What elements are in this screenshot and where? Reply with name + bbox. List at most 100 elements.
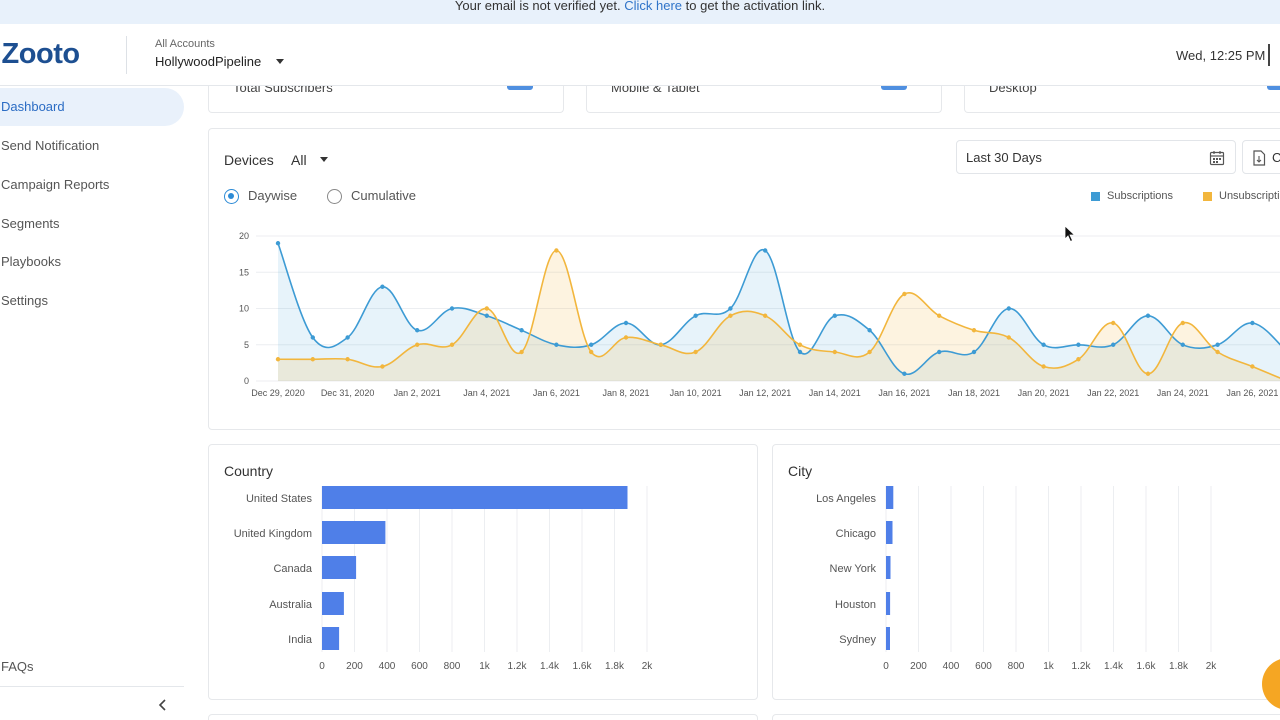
radio-daywise-label[interactable]: Daywise — [248, 188, 298, 203]
stat-card-icon — [881, 86, 907, 90]
devices-label: Devices — [224, 152, 274, 168]
data-point-subscriptions — [971, 349, 977, 355]
legend-unsubscriptions[interactable]: Unsubscriptions — [1219, 190, 1280, 202]
export-button[interactable]: C — [1242, 140, 1280, 174]
stat-card-icon — [507, 86, 533, 90]
data-point-unsubscriptions — [275, 357, 281, 362]
legend-subscriptions[interactable]: Subscriptions — [1107, 190, 1174, 202]
country-category-label: United States — [246, 493, 313, 505]
data-point-subscriptions — [763, 248, 768, 253]
chevron-left-icon[interactable] — [158, 698, 168, 714]
chat-widget-icon[interactable] — [1262, 658, 1280, 710]
data-point-unsubscriptions — [1076, 357, 1081, 362]
activation-link[interactable]: Click here — [624, 0, 683, 13]
line-chart-x-tick: Jan 6, 2021 — [533, 388, 580, 398]
data-point-subscriptions — [1180, 342, 1186, 347]
caret-down-icon[interactable] — [276, 59, 284, 64]
line-chart-x-tick: Jan 20, 2021 — [1018, 388, 1070, 398]
city-x-tick: 1.6k — [1137, 661, 1157, 672]
data-point-unsubscriptions — [1041, 364, 1046, 369]
data-point-unsubscriptions — [380, 364, 385, 369]
sidebar-item-campaign-reports[interactable]: Campaign Reports — [1, 177, 110, 192]
country-bar — [322, 521, 386, 544]
izooto-logo[interactable]: iZooto — [0, 38, 80, 70]
data-point-unsubscriptions — [310, 357, 315, 362]
line-chart-x-tick: Jan 22, 2021 — [1087, 388, 1139, 398]
data-point-unsubscriptions — [971, 328, 977, 333]
country-x-tick: 400 — [379, 661, 396, 672]
data-point-subscriptions — [415, 328, 420, 333]
country-category-label: India — [288, 634, 313, 646]
line-chart-y-tick: 5 — [244, 340, 249, 350]
data-point-unsubscriptions — [937, 313, 942, 318]
data-point-unsubscriptions — [763, 313, 768, 318]
data-point-subscriptions — [519, 328, 524, 333]
sidebar-item-send-notification[interactable]: Send Notification — [1, 138, 100, 153]
data-point-subscriptions — [310, 335, 315, 340]
data-point-subscriptions — [345, 335, 350, 340]
city-category-label: Houston — [835, 599, 876, 611]
line-chart-x-tick: Jan 14, 2021 — [809, 388, 861, 398]
city-category-label: Sydney — [839, 634, 876, 646]
lower-panel-right — [772, 714, 1280, 720]
radio-cumulative[interactable] — [327, 189, 342, 204]
date-range-value: Last 30 Days — [966, 150, 1042, 165]
city-x-tick: 600 — [975, 661, 992, 672]
city-x-tick: 800 — [1008, 661, 1025, 672]
line-chart-x-tick: Jan 26, 2021 — [1226, 388, 1278, 398]
caret-down-icon[interactable] — [320, 157, 328, 162]
sidebar-item-dashboard[interactable]: Dashboard — [0, 88, 184, 126]
radio-daywise[interactable] — [224, 189, 239, 204]
data-point-unsubscriptions — [519, 349, 524, 355]
stat-card-desktop[interactable]: Desktop — [964, 86, 1280, 113]
date-range-picker[interactable]: Last 30 Days — [956, 140, 1236, 174]
country-chart-title: Country — [224, 463, 274, 479]
city-x-tick: 400 — [943, 661, 960, 672]
account-selector[interactable]: HollywoodPipeline — [155, 54, 262, 69]
data-point-subscriptions — [1145, 313, 1151, 318]
country-category-label: Australia — [269, 599, 313, 611]
sidebar-item-playbooks[interactable]: Playbooks — [1, 254, 61, 269]
city-bar — [886, 521, 893, 544]
stat-card-mobile-tablet[interactable]: Mobile & Tablet — [586, 86, 942, 113]
city-x-tick: 1k — [1043, 661, 1055, 672]
line-chart-y-tick: 10 — [239, 304, 249, 314]
data-point-unsubscriptions — [902, 291, 907, 297]
calendar-icon[interactable] — [1209, 150, 1225, 171]
country-x-tick: 1.2k — [508, 661, 528, 672]
data-point-unsubscriptions — [1111, 320, 1116, 326]
document-icon — [1252, 150, 1266, 171]
data-point-subscriptions — [554, 342, 559, 347]
data-point-subscriptions — [1006, 306, 1011, 311]
verification-banner: Your email is not verified yet. Click he… — [0, 0, 1280, 24]
radio-cumulative-label[interactable]: Cumulative — [351, 188, 417, 203]
sidebar-item-settings[interactable]: Settings — [1, 293, 48, 308]
data-point-unsubscriptions — [728, 313, 733, 318]
devices-dropdown[interactable]: All — [291, 152, 307, 168]
header-edge-marker — [1268, 44, 1270, 66]
country-x-tick: 1k — [479, 661, 491, 672]
line-chart-x-tick: Jan 8, 2021 — [602, 388, 649, 398]
lower-panel-left — [208, 714, 758, 720]
data-point-unsubscriptions — [345, 357, 350, 362]
sidebar-item-segments[interactable]: Segments — [1, 216, 60, 231]
line-chart-y-tick: 15 — [239, 267, 249, 277]
app-header: iZooto All Accounts HollywoodPipeline We… — [0, 24, 1280, 86]
data-point-unsubscriptions — [449, 342, 455, 347]
line-chart-x-tick: Jan 18, 2021 — [948, 388, 1000, 398]
data-point-subscriptions — [1076, 342, 1081, 347]
faqs-link[interactable]: FAQs — [1, 659, 34, 674]
data-point-subscriptions — [1215, 342, 1220, 347]
country-x-tick: 0 — [319, 661, 325, 672]
mouse-cursor-icon — [1064, 225, 1076, 248]
line-chart-x-tick: Jan 2, 2021 — [394, 388, 441, 398]
line-chart-y-tick: 20 — [239, 231, 249, 241]
series-area-unsubscriptions — [278, 250, 1280, 381]
country-bar — [322, 556, 357, 579]
stat-card-label: Desktop — [989, 86, 1037, 95]
sidebar: Dashboard Send Notification Campaign Rep… — [0, 86, 190, 720]
data-point-subscriptions — [380, 284, 385, 289]
city-x-tick: 1.2k — [1072, 661, 1092, 672]
stat-card-total-subscribers[interactable]: Total Subscribers — [208, 86, 564, 113]
